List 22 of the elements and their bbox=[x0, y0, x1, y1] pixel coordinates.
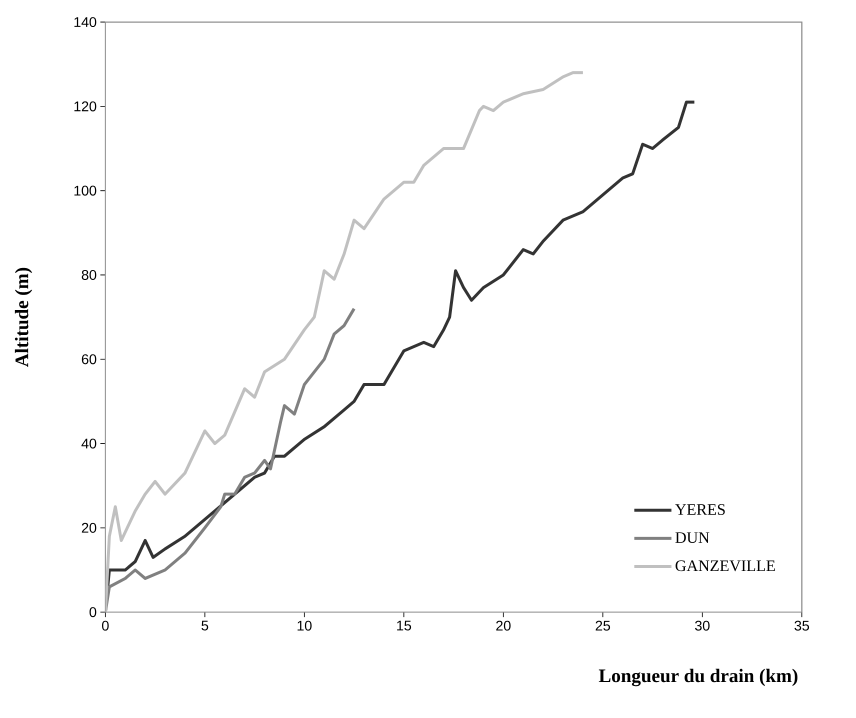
y-tick-label: 140 bbox=[74, 17, 96, 28]
line-series bbox=[105, 71, 584, 612]
y-tick-label: 120 bbox=[74, 102, 96, 112]
x-tick-label: 5 bbox=[202, 620, 208, 631]
legend-label: YERES bbox=[675, 504, 725, 516]
x-tick-label: 35 bbox=[794, 620, 810, 631]
y-tick-label: 100 bbox=[74, 186, 96, 196]
x-tick-label: 20 bbox=[496, 620, 511, 631]
x-tick-label: 30 bbox=[695, 620, 710, 631]
x-axis-title: Longueur du drain (km) bbox=[598, 669, 798, 686]
y-tick-label: 20 bbox=[82, 523, 96, 534]
y-axis-title: Altitude (m) bbox=[14, 268, 32, 368]
y-tick-label: 40 bbox=[81, 438, 96, 449]
x-tick-label: 15 bbox=[397, 620, 412, 631]
legend-label: GANZEVILLE bbox=[676, 560, 775, 572]
x-tick-label: 0 bbox=[102, 620, 109, 631]
x-tick-label: 25 bbox=[596, 620, 610, 631]
x-tick-label: 10 bbox=[298, 620, 312, 631]
y-tick-label: 60 bbox=[82, 354, 96, 364]
y-tick-label: 80 bbox=[82, 270, 96, 280]
y-tick-label: 0 bbox=[90, 607, 96, 618]
legend-label: DUN bbox=[675, 532, 710, 544]
